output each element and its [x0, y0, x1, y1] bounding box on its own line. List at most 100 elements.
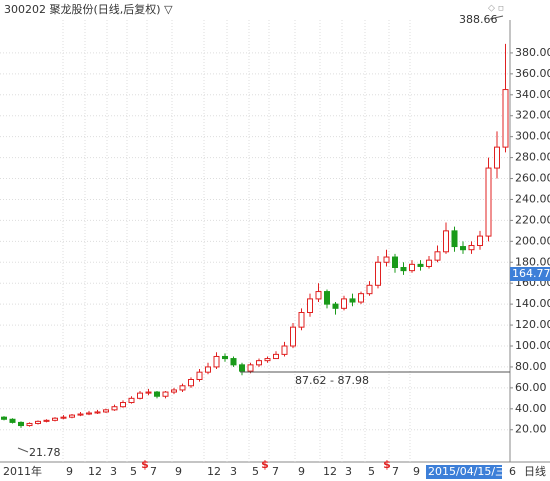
candle-body [485, 167, 492, 237]
cursor-box [510, 267, 550, 281]
y-tick-label: 140.00 [515, 297, 550, 310]
candle-body [426, 259, 432, 267]
y-tick-label: 240.00 [515, 192, 550, 205]
y-tick-label: 300.00 [515, 130, 550, 143]
x-tick-label: 5 [252, 465, 259, 478]
candle-body [443, 230, 449, 253]
candle-body [375, 261, 381, 286]
x-tick-label: 7 [392, 465, 399, 478]
candle-body [188, 378, 194, 387]
candle-body [213, 355, 220, 368]
candle-body [52, 417, 58, 421]
candle-body [205, 366, 211, 373]
candle-body [239, 364, 245, 372]
x-tick-label: 2011年 [3, 464, 42, 478]
candle-body [281, 345, 288, 355]
x-tick-label: 5 [130, 465, 137, 478]
x-tick-label: 12 [323, 465, 337, 478]
candle-body [94, 411, 101, 414]
candle-body [366, 284, 373, 295]
candle-body [341, 298, 347, 309]
candle-body [69, 414, 75, 418]
candle-body [298, 312, 305, 328]
candle-body [417, 263, 424, 267]
y-tick-label: 20.00 [515, 423, 547, 436]
candle-body [222, 355, 228, 360]
candle-body [26, 422, 33, 427]
y-tick-label: 220.00 [515, 213, 550, 226]
candle-body [9, 418, 16, 423]
y-tick-label: 200.00 [515, 234, 550, 247]
x-tick-label: 9 [66, 465, 73, 478]
chart-title: 300202 聚龙股份(日线,后复权) ▽ [4, 2, 173, 16]
candle-body [383, 256, 390, 263]
y-tick-label: 320.00 [515, 109, 550, 122]
x-tick-label: 7 [272, 465, 279, 478]
y-tick-label: 80.00 [515, 360, 547, 373]
candle-body [137, 392, 143, 399]
candle-body [273, 353, 279, 360]
cursor-label: 164.77 [512, 267, 550, 280]
candle-body [332, 303, 339, 309]
candle-body [35, 420, 41, 424]
x-tick-label: 2015/04/15/三 [428, 465, 506, 478]
candle-body [162, 391, 169, 397]
x-tick-label: 7 [150, 465, 157, 478]
range-label: 87.62 - 87.98 [295, 374, 369, 387]
candle-body [111, 406, 118, 411]
x-tick-label: 3 [110, 465, 117, 478]
candle-body [392, 256, 398, 268]
x-tick-label: 3 [345, 465, 352, 478]
candle-body [128, 397, 135, 404]
candle-body [77, 413, 84, 416]
x-tick-label: 12 [207, 465, 221, 478]
candle-body [494, 146, 500, 169]
x-tick-label: 3 [230, 465, 237, 478]
candle-body [86, 412, 92, 415]
candle-body [145, 391, 152, 394]
candle-body [120, 402, 126, 408]
y-tick-label: 40.00 [515, 402, 547, 415]
candle-body [264, 358, 271, 362]
y-tick-label: 180.00 [515, 255, 550, 268]
dividend-marker: $ [383, 458, 391, 471]
candle-body [43, 419, 50, 422]
candle-body [1, 416, 7, 420]
candle-body [460, 246, 466, 251]
y-tick-label: 120.00 [515, 318, 550, 331]
candle-body [154, 391, 160, 397]
candle-body [103, 409, 109, 413]
candle-body [358, 293, 364, 303]
candle-body [400, 266, 407, 272]
max-label: 388.66 [459, 13, 498, 26]
candle-body [409, 263, 415, 272]
max-pointer [489, 15, 504, 20]
y-tick-label: 60.00 [515, 381, 547, 394]
date-highlight [426, 465, 502, 479]
x-tick-label: 9 [298, 465, 305, 478]
candle-body [290, 326, 296, 347]
candle-body [315, 291, 322, 300]
x-tick-label: 12 [88, 465, 102, 478]
candle-body [451, 230, 458, 248]
y-tick-label: 100.00 [515, 339, 550, 352]
candle-body [349, 298, 356, 303]
candle-body [18, 421, 24, 427]
candle-body [179, 385, 186, 391]
candle-body [477, 235, 483, 247]
x-tick-label: 9 [413, 465, 420, 478]
candle-body [307, 298, 313, 314]
toolbar-icons[interactable]: ◇ ▫ [488, 4, 504, 14]
candle-body [196, 371, 203, 380]
x-tick-label: 日线 [524, 464, 546, 478]
candle-body [247, 364, 254, 372]
candle-body [60, 416, 67, 419]
candle-body [171, 389, 177, 393]
x-tick-label: 5 [368, 465, 375, 478]
candle-body [468, 245, 475, 251]
dividend-marker: $ [141, 458, 149, 471]
candle-body [502, 89, 509, 148]
candle-body [434, 251, 441, 261]
